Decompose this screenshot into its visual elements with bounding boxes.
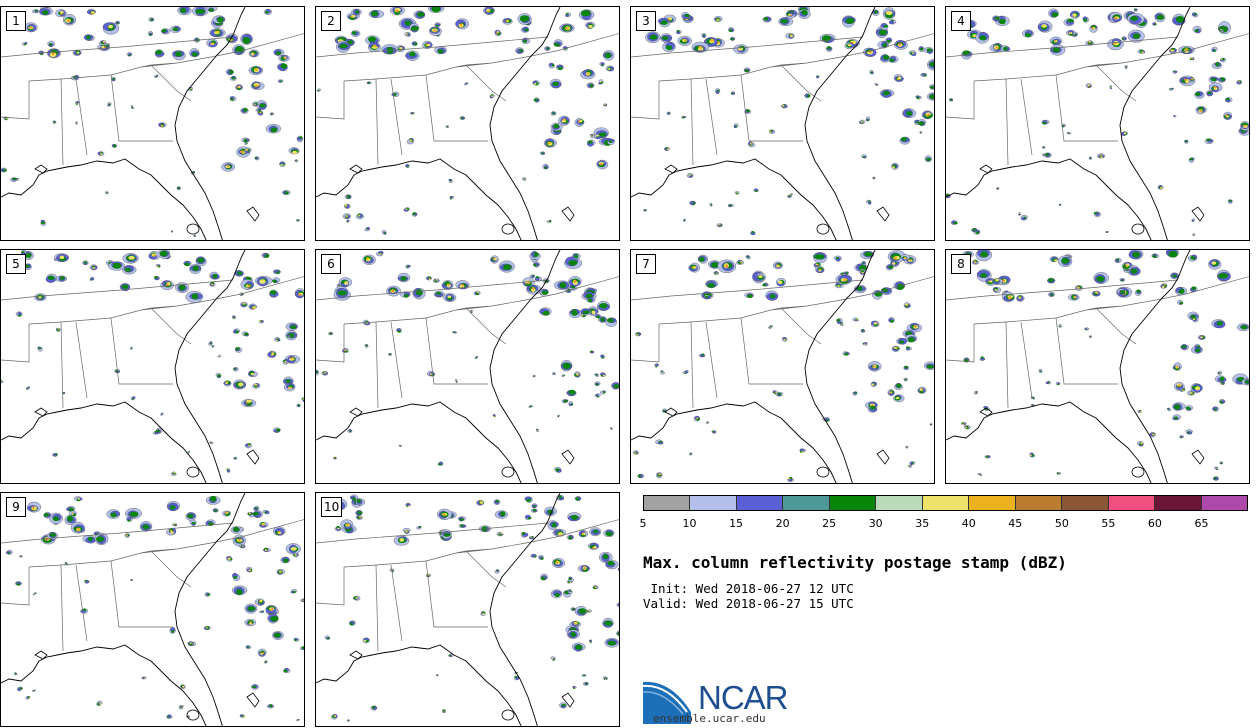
colorbar-tick: 40 [961, 517, 976, 530]
colorbar-tick: 30 [868, 517, 883, 530]
plot-title: Max. column reflectivity postage stamp (… [643, 553, 1067, 572]
panel-label: 7 [636, 254, 656, 274]
colorbar-segment [829, 496, 877, 510]
colorbar-segment [783, 496, 830, 510]
colorbar-tick: 60 [1147, 517, 1162, 530]
panel-label: 5 [6, 254, 26, 274]
panel-label: 8 [951, 254, 971, 274]
colorbar-tick: 55 [1101, 517, 1116, 530]
colorbar-segment [690, 496, 737, 510]
reflectivity-map [1, 7, 304, 240]
logo-url: ensemble.ucar.edu [653, 712, 766, 725]
member-panel-9: 9 [0, 492, 305, 727]
member-panel-10: 10 [315, 492, 620, 727]
panel-label: 1 [6, 11, 26, 31]
panel-label: 9 [6, 497, 26, 517]
panel-label: 4 [951, 11, 971, 31]
member-panel-2: 2 [315, 6, 620, 241]
ncar-logo-icon [643, 681, 691, 724]
member-panel-6: 6 [315, 249, 620, 484]
member-panel-8: 8 [945, 249, 1250, 484]
colorbar-segment [1108, 496, 1156, 510]
member-panel-5: 5 [0, 249, 305, 484]
colorbar-segment [736, 496, 784, 510]
member-panel-1: 1 [0, 6, 305, 241]
colorbar-segment [1155, 496, 1202, 510]
colorbar-tick: 5 [639, 517, 647, 530]
colorbar-tick: 10 [682, 517, 697, 530]
reflectivity-map [1, 250, 304, 483]
reflectivity-map [316, 250, 619, 483]
colorbar-tick: 65 [1194, 517, 1209, 530]
reflectivity-map [631, 250, 934, 483]
member-panel-4: 4 [945, 6, 1250, 241]
colorbar-tick: 20 [775, 517, 790, 530]
reflectivity-map [946, 250, 1249, 483]
colorbar-segment [922, 496, 970, 510]
reflectivity-map [316, 493, 619, 726]
reflectivity-map [631, 7, 934, 240]
valid-time: Valid: Wed 2018-06-27 15 UTC [643, 596, 854, 611]
panel-label: 3 [636, 11, 656, 31]
panel-label: 6 [321, 254, 341, 274]
colorbar-segment [1201, 496, 1248, 510]
colorbar-tick: 35 [915, 517, 930, 530]
colorbar-tick: 15 [729, 517, 744, 530]
colorbar-segment [876, 496, 923, 510]
panel-label: 10 [321, 497, 343, 517]
reflectivity-map [946, 7, 1249, 240]
reflectivity-colorbar [643, 495, 1248, 511]
panel-label: 2 [321, 11, 341, 31]
member-panel-3: 3 [630, 6, 935, 241]
colorbar-segment [1015, 496, 1063, 510]
member-panel-7: 7 [630, 249, 935, 484]
reflectivity-map [316, 7, 619, 240]
colorbar-tick: 25 [822, 517, 837, 530]
colorbar-tick: 50 [1054, 517, 1069, 530]
colorbar-tick: 45 [1008, 517, 1023, 530]
colorbar-segment [644, 496, 691, 510]
colorbar-segment [969, 496, 1016, 510]
init-time: Init: Wed 2018-06-27 12 UTC [643, 581, 854, 596]
logo-text: NCAR [698, 679, 789, 716]
colorbar-segment [1062, 496, 1109, 510]
reflectivity-map [1, 493, 304, 726]
